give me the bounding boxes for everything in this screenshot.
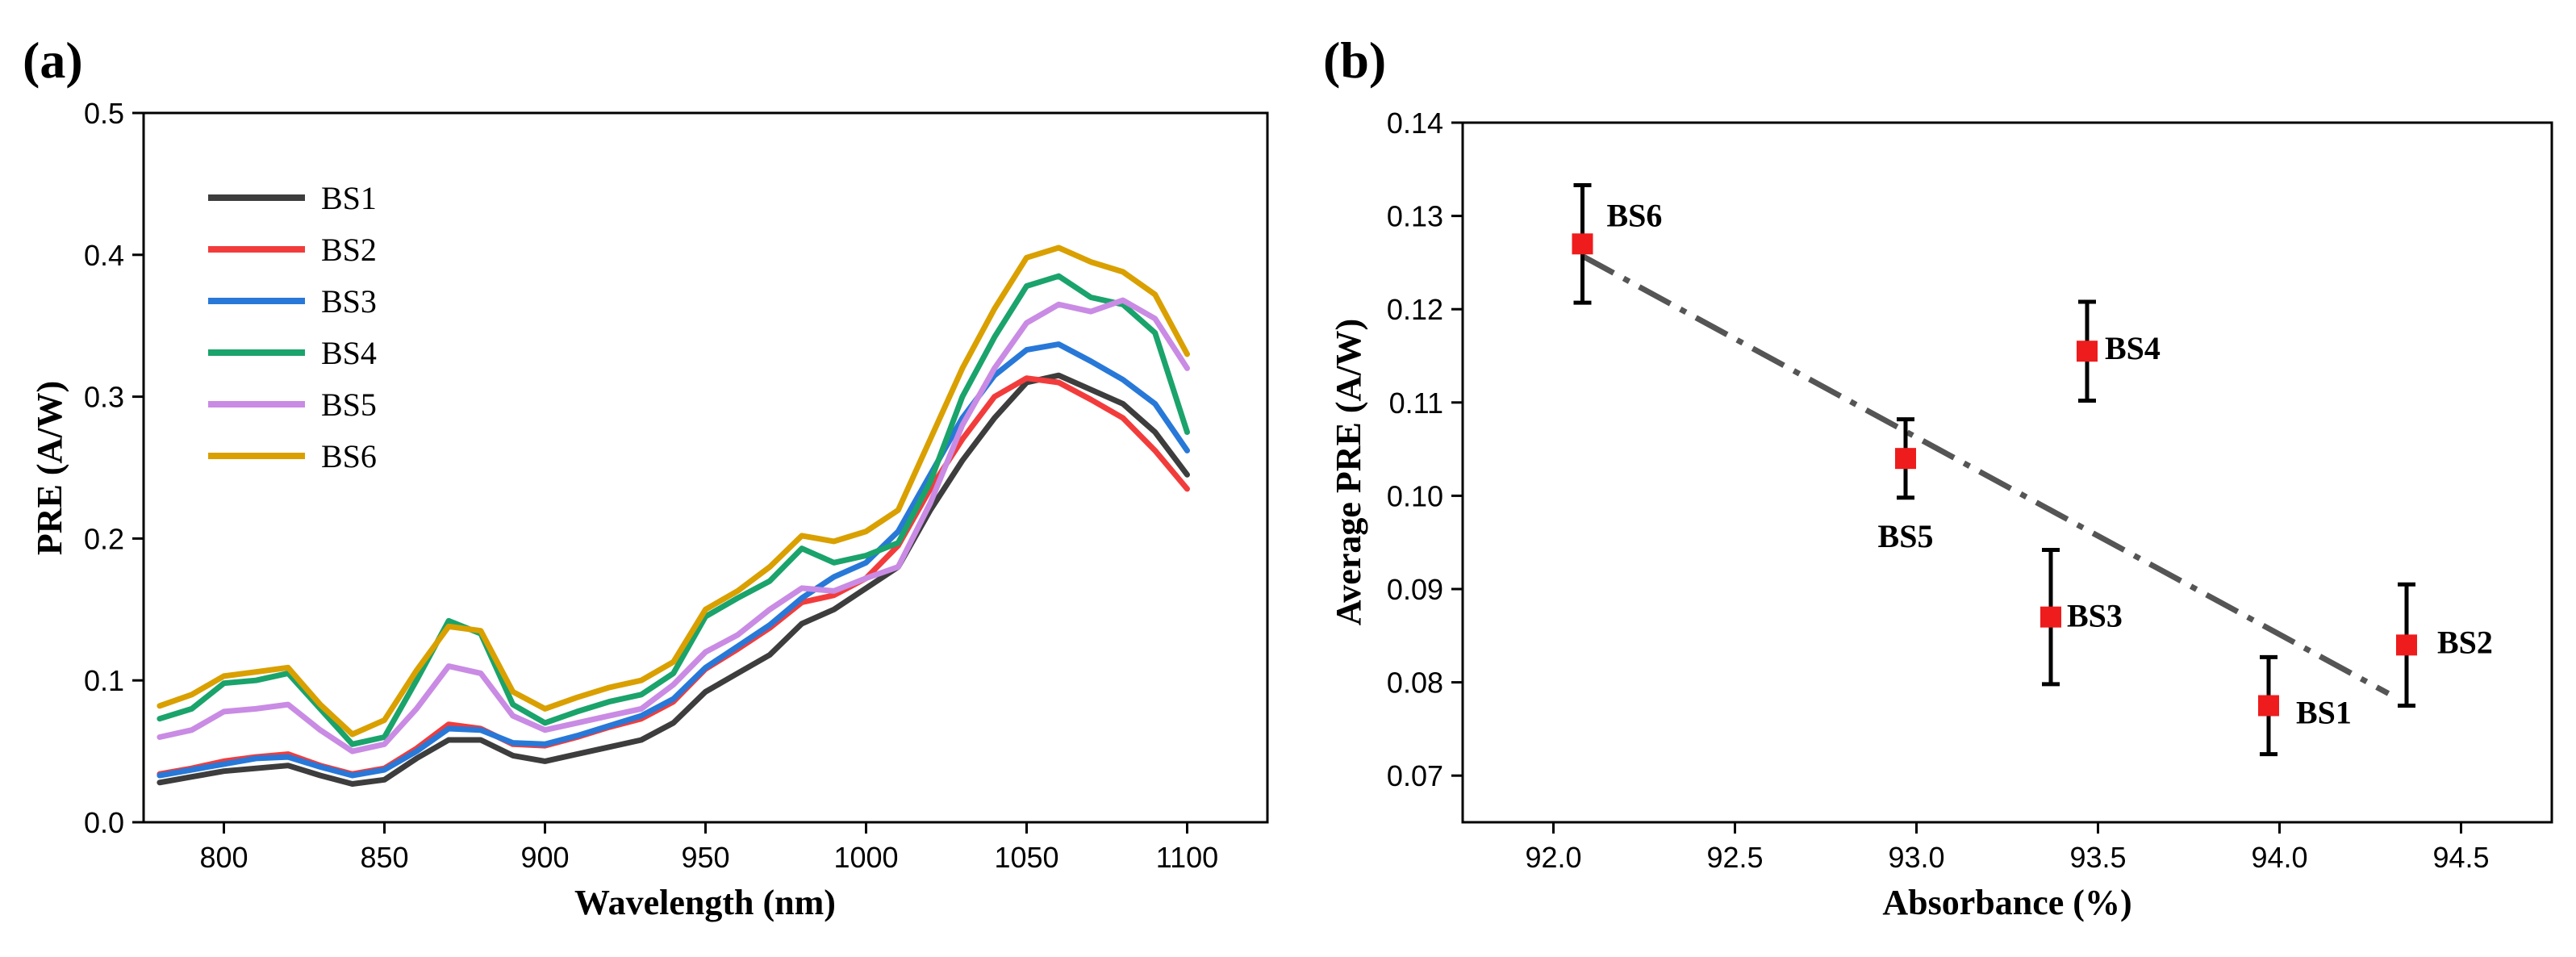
- panel-a-label: (a): [23, 31, 83, 89]
- x-tick-label: 94.0: [2251, 841, 2307, 874]
- data-point-bs3: [2040, 606, 2061, 628]
- x-tick-label: 94.5: [2432, 841, 2489, 874]
- legend-label-bs3: BS3: [321, 283, 377, 320]
- panel-b-y-axis-title: Average PRE (A/W): [1329, 319, 1368, 625]
- panel-a-series: [157, 244, 1190, 787]
- panel-b-x-ticks: 92.0 92.5 93.0 93.5 94.0 94.5: [1525, 822, 2490, 874]
- point-label-bs1: BS1: [2296, 695, 2352, 731]
- series-line-bs2: [157, 375, 1190, 777]
- x-tick-label: 900: [520, 841, 569, 874]
- y-tick-label: 0.08: [1387, 667, 1443, 700]
- series-line-bs3: [157, 341, 1190, 779]
- x-tick-label: 1100: [1156, 841, 1218, 874]
- y-tick-label: 0.11: [1389, 387, 1443, 420]
- x-tick-label: 1000: [833, 841, 898, 874]
- data-point-bs1: [2258, 695, 2279, 717]
- series-line-bs5: [157, 297, 1190, 754]
- y-tick-label: 0.1: [84, 664, 124, 697]
- panel-b-points: BS1 BS2 BS3 BS4 BS5 BS6: [1572, 182, 2493, 757]
- y-tick-label: 0.3: [84, 381, 124, 414]
- point-label-bs5: BS5: [1878, 518, 1934, 554]
- x-tick-label: 93.0: [1888, 841, 1944, 874]
- panel-a: (a) 800 850 900 950 1000 1050 1100 0.00.10.20.…: [23, 31, 1269, 922]
- legend-label-bs1: BS1: [321, 180, 377, 216]
- panel-b-y-ticks: 0.07 0.08 0.09 0.10 0.11 0.12 0.13 0.14: [1387, 107, 1463, 792]
- panel-a-legend: BS1 BS2 BS3 BS4 BS5 BS6: [208, 180, 377, 474]
- point-label-bs2: BS2: [2437, 624, 2493, 660]
- linear-fit-line: [1580, 253, 2390, 696]
- x-tick-label: 1050: [994, 841, 1058, 874]
- panel-b-x-axis-title: Absorbance (%): [1882, 883, 2131, 922]
- panel-a-x-ticks: 800 850 900 950 1000 1050 1100: [199, 822, 1218, 874]
- y-tick-label: 0.12: [1387, 293, 1443, 326]
- panel-a-frame: [142, 111, 1269, 824]
- panel-a-y-ticks: 0.0 0.1 0.2 0.3 0.4 0.5: [84, 97, 144, 839]
- y-tick-label: 0.14: [1387, 107, 1443, 140]
- data-point-bs6: [1572, 233, 1593, 255]
- legend-label-bs5: BS5: [321, 387, 377, 423]
- point-label-bs6: BS6: [1607, 197, 1663, 233]
- y-tick-label: 0.5: [84, 97, 124, 130]
- data-point-bs4: [2077, 341, 2098, 362]
- point-label-bs4: BS4: [2105, 330, 2161, 366]
- y-tick-label: 0.10: [1387, 479, 1443, 512]
- panel-b-label: (b): [1323, 31, 1386, 89]
- y-tick-label: 0.0: [84, 806, 124, 839]
- panel-b-fit-line: [1580, 253, 2390, 696]
- point-label-bs3: BS3: [2067, 598, 2123, 634]
- panel-a-y-axis-title: PRE (A/W): [30, 381, 69, 555]
- x-tick-label: 800: [199, 841, 248, 874]
- y-tick-label: 0.07: [1387, 759, 1443, 792]
- panel-b-frame: [1461, 121, 2553, 824]
- data-point-bs5: [1895, 448, 1916, 470]
- y-tick-label: 0.4: [84, 239, 124, 272]
- legend-label-bs2: BS2: [321, 232, 377, 268]
- legend-label-bs6: BS6: [321, 438, 377, 474]
- y-tick-label: 0.09: [1387, 573, 1443, 606]
- panel-a-x-axis-title: Wavelength (nm): [574, 883, 836, 922]
- y-tick-label: 0.13: [1387, 200, 1443, 233]
- data-point-bs2: [2396, 634, 2417, 656]
- x-tick-label: 92.5: [1706, 841, 1763, 874]
- series-line-bs6: [157, 244, 1190, 738]
- x-tick-label: 92.0: [1525, 841, 1581, 874]
- x-tick-label: 93.5: [2069, 841, 2126, 874]
- series-line-bs1: [157, 372, 1190, 787]
- x-tick-label: 850: [360, 841, 408, 874]
- series-line-bs4: [157, 273, 1190, 747]
- legend-label-bs4: BS4: [321, 335, 377, 371]
- x-tick-label: 950: [681, 841, 729, 874]
- y-tick-label: 0.2: [84, 522, 124, 555]
